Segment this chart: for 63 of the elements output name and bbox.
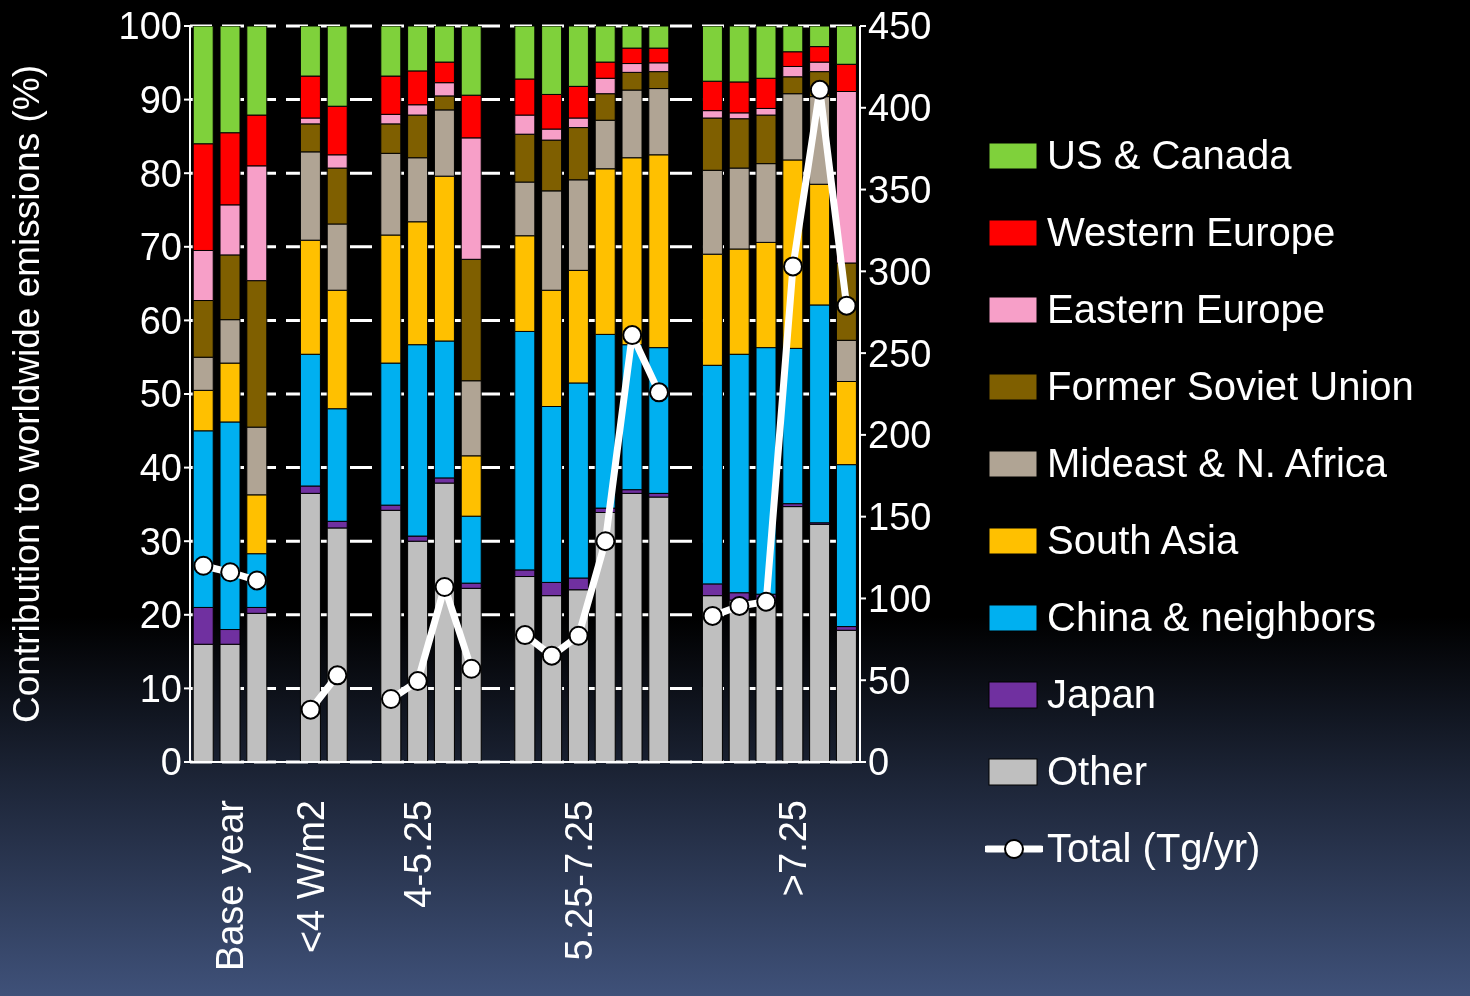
y2-tick-label: 0 bbox=[868, 741, 890, 784]
y-tick-label: 30 bbox=[139, 520, 182, 563]
y-tick-label: 0 bbox=[160, 741, 182, 784]
y2-tick-label: 450 bbox=[868, 5, 932, 48]
point bbox=[434, 577, 455, 597]
point bbox=[568, 625, 589, 646]
legend-label: US & Canada bbox=[1047, 132, 1292, 179]
bar bbox=[809, 523, 831, 762]
point bbox=[541, 645, 562, 666]
x-tick-label: Base year bbox=[209, 799, 252, 972]
point bbox=[407, 671, 428, 692]
point bbox=[327, 665, 348, 686]
point bbox=[300, 699, 321, 720]
x-tick-label: 4-5.25 bbox=[396, 800, 439, 908]
y2-tick-label: 150 bbox=[868, 496, 932, 539]
point bbox=[595, 531, 616, 552]
y-tick-label: 10 bbox=[139, 667, 182, 710]
y-tick-label: 70 bbox=[139, 226, 182, 269]
y2-tick-label: 50 bbox=[868, 659, 911, 702]
point bbox=[193, 555, 214, 576]
legend-label: Total (Tg/yr) bbox=[1047, 825, 1261, 872]
bar bbox=[246, 612, 268, 762]
bar bbox=[621, 492, 643, 762]
y2-tick-label: 400 bbox=[868, 87, 932, 130]
y-tick-label: 100 bbox=[118, 5, 182, 48]
point bbox=[649, 382, 669, 403]
y2-tick-label: 300 bbox=[868, 250, 932, 293]
point bbox=[461, 658, 482, 679]
y-tick-label: 50 bbox=[139, 373, 182, 416]
y2-tick-label: 250 bbox=[868, 332, 932, 375]
y-tick-label: 60 bbox=[139, 299, 182, 342]
legend-label: Japan bbox=[1047, 671, 1156, 718]
y-axis-title: Contribution to worldwide emissions (%) bbox=[6, 64, 48, 724]
point bbox=[515, 625, 535, 646]
point bbox=[247, 570, 267, 591]
bar bbox=[782, 506, 804, 762]
point bbox=[622, 325, 643, 346]
point bbox=[809, 79, 830, 100]
point bbox=[381, 689, 401, 710]
x-tick-label: 5.25-7.25 bbox=[557, 800, 600, 961]
y2-tick-label: 100 bbox=[868, 577, 932, 620]
legend-label: Mideast & N. Africa bbox=[1047, 440, 1388, 487]
y-tick-label: 40 bbox=[139, 447, 182, 490]
x-tick-label: >7.25 bbox=[772, 800, 814, 897]
bar bbox=[648, 496, 670, 762]
legend-label: China & neighbors bbox=[1047, 594, 1377, 641]
y-tick-label: 90 bbox=[139, 79, 182, 122]
point bbox=[702, 605, 723, 626]
bar bbox=[380, 509, 402, 762]
bar bbox=[835, 629, 857, 762]
y2-tick-label: 200 bbox=[868, 414, 932, 457]
legend-label: South Asia bbox=[1047, 517, 1239, 564]
point bbox=[220, 562, 241, 583]
point bbox=[783, 256, 803, 277]
legend-label: Western Europe bbox=[1047, 209, 1336, 256]
y-tick-label: 20 bbox=[139, 594, 182, 637]
legend-label: Other bbox=[1047, 748, 1148, 795]
x-tick-label: <4 W/m2 bbox=[289, 800, 332, 954]
y2-tick-label: 350 bbox=[868, 169, 932, 212]
legend-label: Eastern Europe bbox=[1047, 286, 1325, 333]
legend-label: Former Soviet Union bbox=[1047, 363, 1414, 410]
y-tick-label: 80 bbox=[139, 152, 182, 195]
point bbox=[729, 595, 750, 616]
